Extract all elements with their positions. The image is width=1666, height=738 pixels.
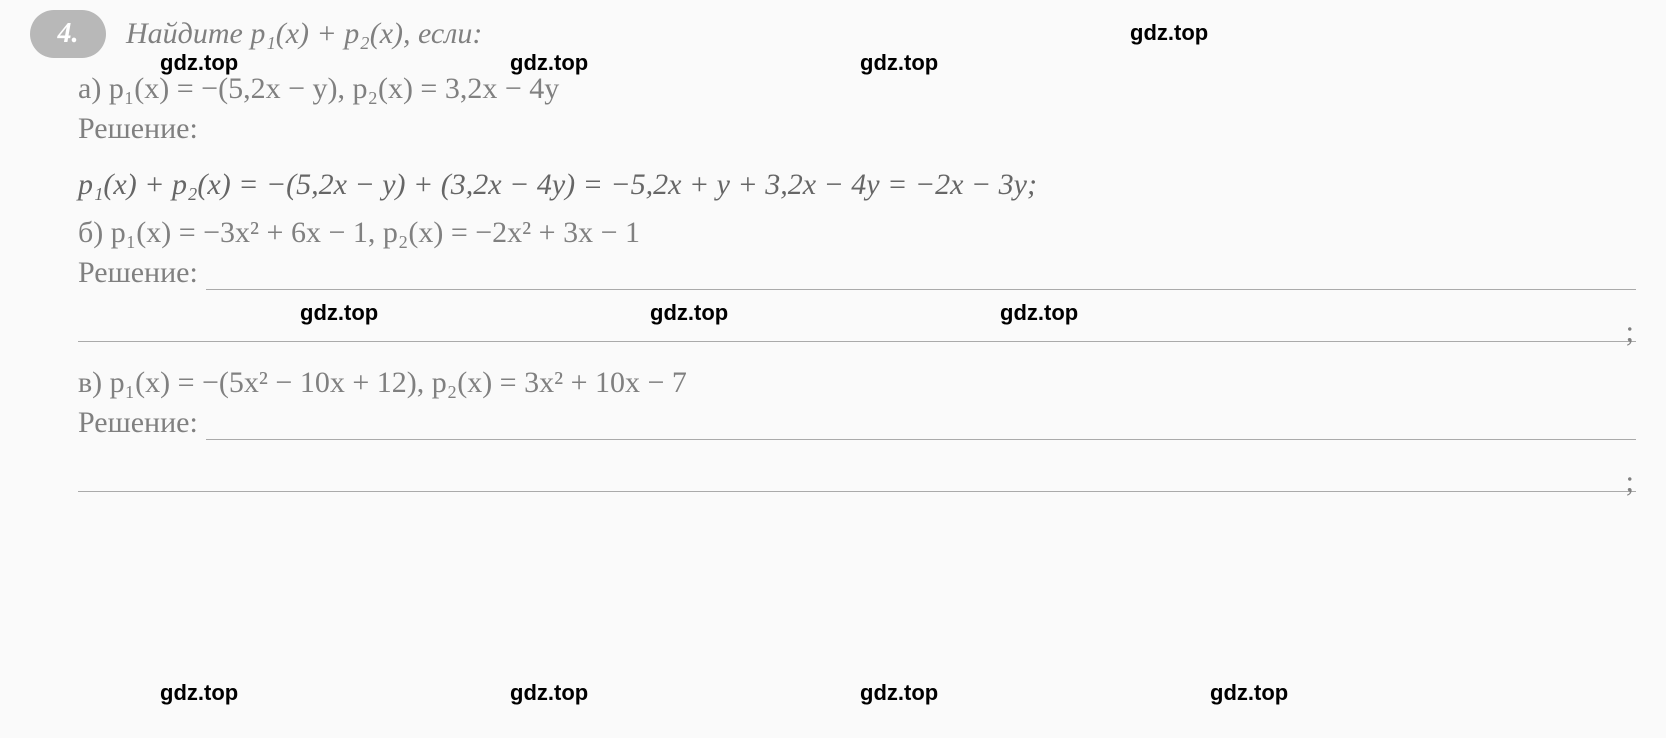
part-c-blank-1 [206, 410, 1636, 440]
watermark-8: gdz.top [510, 680, 588, 706]
watermark-9: gdz.top [860, 680, 938, 706]
watermark-top-right: gdz.top [1130, 20, 1208, 46]
part-b-blank-1 [206, 260, 1636, 290]
watermark-3: gdz.top [860, 50, 938, 76]
part-a-line: а) p₁(x) = −(5,2x − y), p₂(x) = 3,2x − 4… [78, 72, 1636, 106]
part-c-expr: p₁(x) = −(5x² − 10x + 12), p₂(x) = 3x² +… [110, 366, 687, 399]
part-c-blank-2 [78, 452, 1636, 492]
problem-number-badge: 4. [30, 10, 106, 58]
part-c-solution-row: Решение: [78, 406, 1636, 440]
task-text: Найдите p₁(x) + p₂(x), если: [126, 17, 482, 51]
part-a-solution-label: Решение: [78, 112, 1636, 146]
part-c-line: в) p₁(x) = −(5x² − 10x + 12), p₂(x) = 3x… [78, 366, 1636, 400]
problem-header: 4. Найдите p₁(x) + p₂(x), если: [30, 10, 1636, 58]
watermark-1: gdz.top [160, 50, 238, 76]
watermark-10: gdz.top [1210, 680, 1288, 706]
part-c-letter: в) [78, 366, 102, 399]
part-b-solution-label: Решение: [78, 256, 198, 290]
watermark-7: gdz.top [160, 680, 238, 706]
part-a-expr: p₁(x) = −(5,2x − y), p₂(x) = 3,2x − 4y [109, 72, 559, 105]
watermark-2: gdz.top [510, 50, 588, 76]
part-b-letter: б) [78, 216, 103, 249]
part-c-solution-label: Решение: [78, 406, 198, 440]
part-b-blank-2 [78, 302, 1636, 342]
part-b-solution-row: Решение: [78, 256, 1636, 290]
part-a-solution: p₁(x) + p₂(x) = −(5,2x − y) + (3,2x − 4y… [78, 168, 1636, 202]
part-b-line: б) p₁(x) = −3x² + 6x − 1, p₂(x) = −2x² +… [78, 216, 1636, 250]
part-b-expr: p₁(x) = −3x² + 6x − 1, p₂(x) = −2x² + 3x… [111, 216, 640, 249]
part-a-letter: а) [78, 72, 101, 105]
